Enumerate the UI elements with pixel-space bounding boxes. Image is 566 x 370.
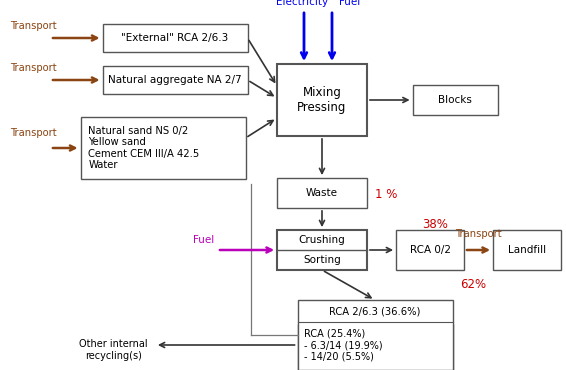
Text: "External" RCA 2/6.3: "External" RCA 2/6.3: [121, 33, 229, 43]
Text: Transport: Transport: [455, 229, 502, 239]
Text: Transport: Transport: [10, 21, 57, 31]
Text: RCA 0/2: RCA 0/2: [409, 245, 451, 255]
Bar: [277, 178, 367, 208]
Text: 62%: 62%: [461, 279, 487, 292]
Text: RCA (25.4%)
- 6.3/14 (19.9%)
- 14/20 (5.5%): RCA (25.4%) - 6.3/14 (19.9%) - 14/20 (5.…: [303, 329, 382, 361]
Bar: [396, 230, 464, 270]
Bar: [493, 230, 561, 270]
Text: Natural sand NS 0/2
Yellow sand
Cement CEM III/A 42.5
Water: Natural sand NS 0/2 Yellow sand Cement C…: [88, 125, 200, 171]
Text: Landfill: Landfill: [508, 245, 546, 255]
Bar: [277, 230, 367, 270]
Text: Crushing: Crushing: [299, 235, 345, 245]
Text: RCA 2/6.3 (36.6%): RCA 2/6.3 (36.6%): [329, 306, 421, 316]
Bar: [102, 24, 247, 52]
Text: 38%: 38%: [422, 218, 448, 231]
Text: Fuel: Fuel: [193, 235, 214, 245]
Text: 1 %: 1 %: [375, 188, 397, 202]
Text: Transport: Transport: [10, 63, 57, 73]
Text: Mixing
Pressing: Mixing Pressing: [297, 86, 347, 114]
Text: Sorting: Sorting: [303, 255, 341, 265]
Bar: [413, 85, 498, 115]
Bar: [298, 300, 452, 370]
Text: Natural aggregate NA 2/7: Natural aggregate NA 2/7: [108, 75, 242, 85]
Text: Fuel: Fuel: [340, 0, 361, 7]
Bar: [80, 117, 246, 179]
Text: Waste: Waste: [306, 188, 338, 198]
Bar: [277, 64, 367, 136]
Text: Electricity: Electricity: [276, 0, 328, 7]
Bar: [298, 324, 452, 370]
Bar: [102, 66, 247, 94]
Text: Transport: Transport: [10, 128, 57, 138]
Text: Other internal
recycling(s): Other internal recycling(s): [79, 339, 148, 361]
Text: Blocks: Blocks: [438, 95, 472, 105]
